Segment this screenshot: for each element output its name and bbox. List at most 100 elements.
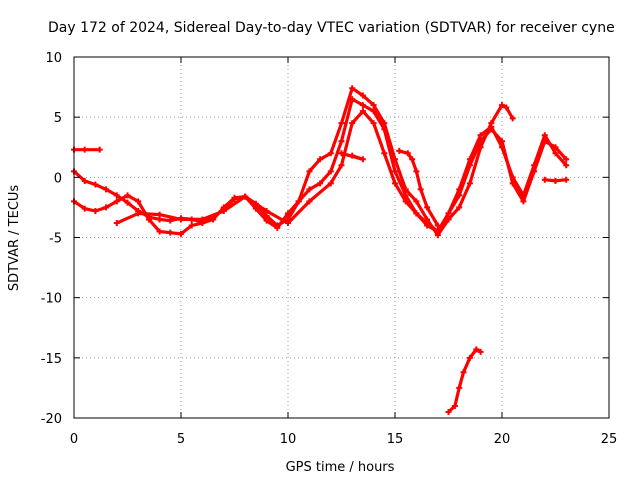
data-point (81, 177, 88, 184)
data-point (381, 150, 388, 157)
data-point (477, 132, 484, 139)
y-tick-label: 5 (54, 111, 62, 126)
data-point (520, 198, 527, 205)
data-point (92, 208, 99, 215)
data-point (460, 369, 467, 376)
data-point (370, 102, 377, 109)
data-point (338, 150, 345, 157)
data-point (317, 156, 324, 163)
data-point (285, 220, 291, 227)
x-tick-label: 0 (70, 432, 78, 447)
data-point (124, 192, 131, 199)
data-point (135, 198, 142, 205)
data-point (263, 208, 270, 215)
data-point (499, 102, 505, 109)
x-tick-label: 15 (387, 432, 404, 447)
data-point (404, 150, 411, 157)
data-point (306, 198, 313, 205)
data-point (541, 176, 548, 183)
data-point (541, 132, 548, 139)
data-point (509, 115, 516, 122)
y-tick-label: -5 (49, 232, 62, 247)
data-point (381, 126, 388, 133)
data-point (499, 138, 505, 145)
data-point (156, 211, 163, 218)
data-series (71, 85, 570, 415)
data-point (402, 198, 409, 205)
data-point (503, 104, 510, 111)
data-point (167, 229, 174, 236)
data-point (167, 217, 174, 224)
data-point (396, 147, 403, 154)
axis-ticks (73, 56, 610, 419)
data-point (456, 384, 463, 391)
data-point (317, 180, 324, 187)
data-point (338, 162, 345, 169)
data-point (445, 408, 452, 415)
data-point (466, 180, 473, 187)
data-point (145, 216, 152, 223)
x-axis-label: GPS time / hours (286, 460, 395, 475)
y-tick-label: -20 (41, 412, 62, 427)
data-point (178, 216, 184, 223)
data-point (424, 220, 431, 227)
data-point (370, 120, 377, 127)
data-point (370, 108, 377, 115)
data-point (541, 138, 548, 145)
data-point (285, 210, 291, 217)
data-point (199, 216, 206, 223)
data-point (473, 346, 480, 353)
data-point (417, 186, 424, 193)
data-point (295, 198, 302, 205)
data-point (92, 181, 99, 188)
y-tick-label: 0 (54, 171, 62, 186)
data-point (392, 180, 398, 187)
data-point (263, 217, 270, 224)
data-point (456, 204, 463, 211)
data-point (477, 348, 484, 355)
data-point (359, 108, 366, 115)
series-track-h (446, 347, 483, 414)
y-tick-label: 10 (45, 51, 62, 66)
data-point (349, 152, 356, 159)
data-point (531, 168, 538, 175)
data-point (359, 92, 366, 99)
data-point (413, 168, 420, 175)
data-point (552, 144, 559, 151)
data-point (456, 192, 463, 199)
data-point (338, 138, 345, 145)
data-point (188, 222, 195, 229)
data-point (220, 208, 227, 215)
data-point (274, 224, 281, 231)
grid-lines (74, 57, 609, 418)
data-point (327, 168, 334, 175)
y-tick-label: -15 (41, 352, 62, 367)
y-tick-label: -10 (41, 292, 62, 307)
data-point (409, 156, 416, 163)
data-point (124, 199, 131, 206)
data-point (392, 168, 398, 175)
data-point (103, 204, 110, 211)
data-point (231, 194, 238, 201)
data-point (563, 162, 570, 169)
data-point (563, 156, 570, 163)
data-point (178, 230, 184, 237)
data-point (327, 150, 334, 157)
data-point (359, 102, 366, 109)
data-point (477, 138, 484, 145)
data-point (434, 228, 441, 235)
data-point (252, 205, 259, 212)
data-point (552, 150, 559, 157)
data-point (359, 156, 366, 163)
data-point (466, 354, 473, 361)
data-point (349, 85, 356, 92)
data-point (103, 186, 110, 193)
data-point (451, 402, 458, 409)
data-point (135, 210, 142, 217)
data-point (413, 210, 420, 217)
data-point (445, 210, 452, 217)
data-point (306, 186, 313, 193)
data-point (466, 162, 473, 169)
data-point (156, 228, 163, 235)
